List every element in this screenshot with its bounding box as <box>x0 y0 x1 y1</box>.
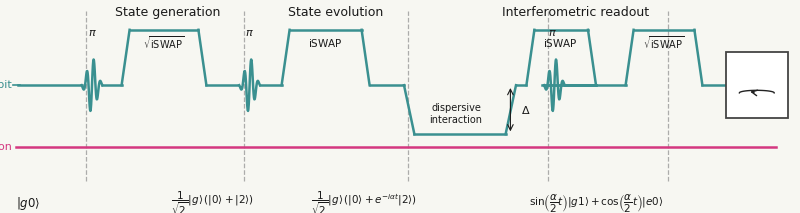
Text: State evolution: State evolution <box>288 6 384 19</box>
Text: $\dfrac{1}{\sqrt{2}}|g\rangle\,(|0\rangle + |2\rangle)$: $\dfrac{1}{\sqrt{2}}|g\rangle\,(|0\rangl… <box>170 189 254 213</box>
Text: $\sqrt{\mathregular{iSWAP}}$: $\sqrt{\mathregular{iSWAP}}$ <box>643 34 685 51</box>
Text: State generation: State generation <box>115 6 221 19</box>
Text: $\dfrac{1}{\sqrt{2}}|g\rangle\,(|0\rangle + e^{-i\alpha t}|2\rangle)$: $\dfrac{1}{\sqrt{2}}|g\rangle\,(|0\rangl… <box>311 189 417 213</box>
Text: $\mathregular{iSWAP}$: $\mathregular{iSWAP}$ <box>542 37 578 49</box>
Text: $\mathregular{iSWAP}$: $\mathregular{iSWAP}$ <box>308 37 343 49</box>
Text: Interferometric readout: Interferometric readout <box>502 6 650 19</box>
Text: $\pi$: $\pi$ <box>245 28 254 38</box>
Text: phonon: phonon <box>0 142 12 152</box>
FancyBboxPatch shape <box>726 52 788 118</box>
Text: $\Delta$: $\Delta$ <box>521 104 530 116</box>
Text: $\pi$: $\pi$ <box>87 28 97 38</box>
Text: $|g0\rangle$: $|g0\rangle$ <box>16 195 40 212</box>
Text: qubit: qubit <box>0 80 12 90</box>
Text: $\sin\!\left(\dfrac{\alpha}{2}t\right)|g1\rangle+\cos\!\left(\dfrac{\alpha}{2}t\: $\sin\!\left(\dfrac{\alpha}{2}t\right)|g… <box>529 192 663 213</box>
Text: $\pi$: $\pi$ <box>547 28 557 38</box>
Text: $\sqrt{\mathregular{iSWAP}}$: $\sqrt{\mathregular{iSWAP}}$ <box>143 34 185 51</box>
Text: dispersive
interaction: dispersive interaction <box>430 103 482 125</box>
